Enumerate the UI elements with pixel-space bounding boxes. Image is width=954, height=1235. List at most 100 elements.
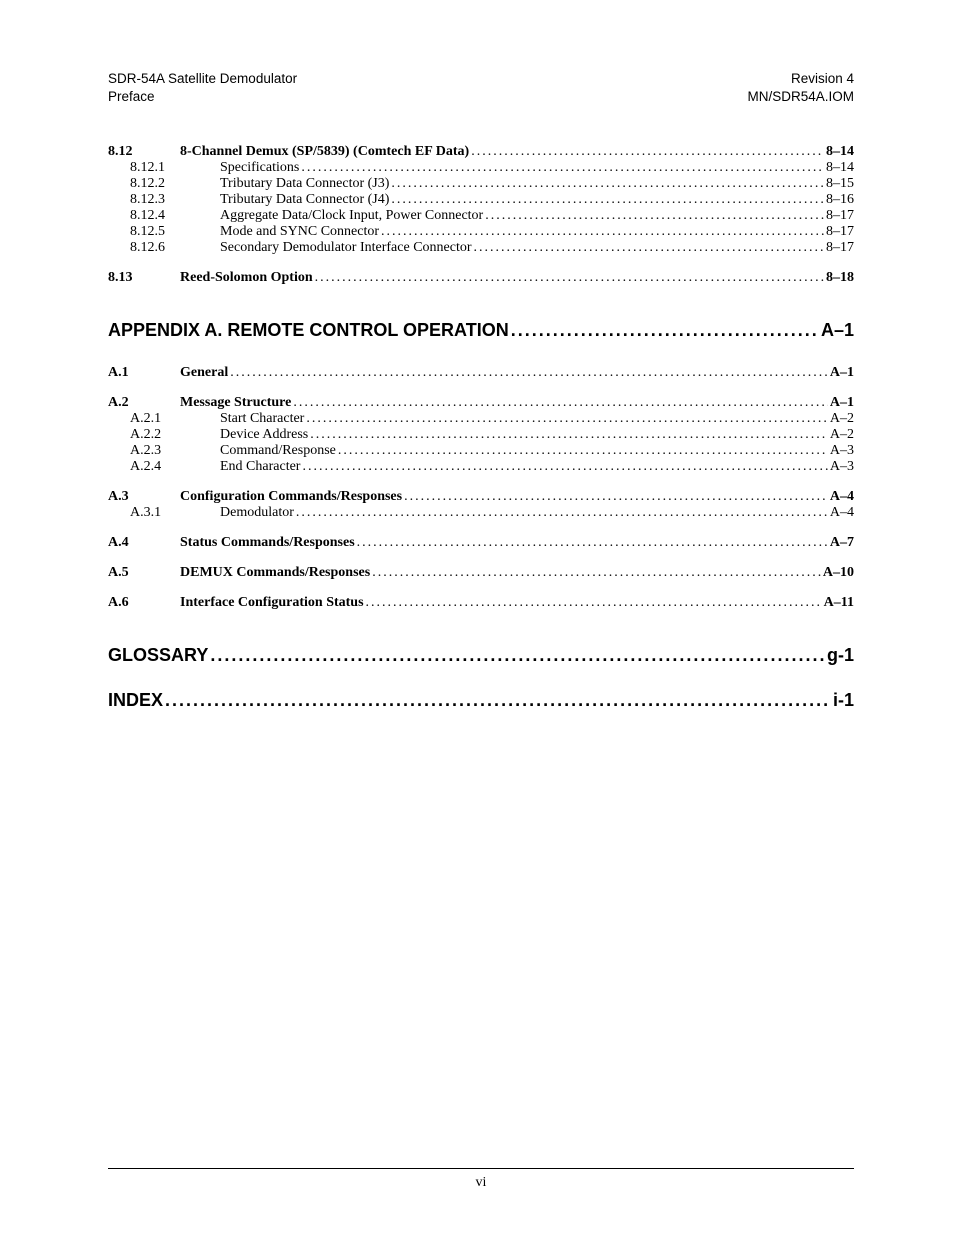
- toc-spacer: [108, 551, 854, 565]
- toc-entry-number: 8.12.4: [108, 208, 220, 224]
- toc-entry-page: A–4: [828, 489, 854, 505]
- toc-leader-dots: [485, 208, 824, 224]
- toc-entry-title: Command/Response: [220, 443, 338, 459]
- toc-entry-title: DEMUX Commands/Responses: [180, 565, 372, 581]
- toc-leader-dots: [391, 192, 824, 208]
- toc-leader-dots: [306, 411, 828, 427]
- toc-entry-page: 8–15: [824, 176, 854, 192]
- toc-entry-page: A–2: [828, 411, 854, 427]
- toc-entry-number: 8.12.2: [108, 176, 220, 192]
- toc-leader-dots: [296, 505, 828, 521]
- toc-entry-page: g-1: [825, 645, 854, 666]
- toc-entry-page: 8–18: [824, 270, 854, 286]
- toc-entry-title: Interface Configuration Status: [180, 595, 366, 611]
- toc-leader-dots: [210, 645, 825, 666]
- toc-entry-title: Mode and SYNC Connector: [220, 224, 381, 240]
- table-of-contents: 8.128-Channel Demux (SP/5839) (Comtech E…: [108, 144, 854, 711]
- toc-entry: GLOSSARY g-1: [108, 645, 854, 666]
- toc-entry-page: A–1: [828, 395, 854, 411]
- toc-entry-number: 8.12.5: [108, 224, 220, 240]
- toc-entry-title: Tributary Data Connector (J4): [220, 192, 391, 208]
- toc-entry-title: Specifications: [220, 160, 301, 176]
- toc-leader-dots: [474, 240, 824, 256]
- toc-leader-dots: [302, 459, 827, 475]
- toc-entry-number: A.2: [108, 395, 180, 411]
- toc-entry-page: A–7: [828, 535, 854, 551]
- toc-leader-dots: [366, 595, 822, 611]
- toc-entry-title: Tributary Data Connector (J3): [220, 176, 391, 192]
- footer-page-number: vi: [108, 1175, 854, 1191]
- header-right: Revision 4 MN/SDR54A.IOM: [747, 70, 854, 106]
- toc-leader-dots: [315, 270, 824, 286]
- toc-entry-title: INDEX: [108, 690, 165, 711]
- page-footer: vi: [108, 1168, 854, 1191]
- toc-entry-number: 8.12: [108, 144, 180, 160]
- toc-entry-number: A.6: [108, 595, 180, 611]
- toc-entry-number: 8.12.6: [108, 240, 220, 256]
- toc-entry-page: 8–14: [824, 144, 854, 160]
- toc-entry-page: A–11: [822, 595, 854, 611]
- toc-leader-dots: [511, 320, 819, 341]
- toc-entry: APPENDIX A. REMOTE CONTROL OPERATION A–1: [108, 320, 854, 341]
- toc-entry: A.1GeneralA–1: [108, 365, 854, 381]
- toc-leader-dots: [338, 443, 828, 459]
- toc-entry-number: A.4: [108, 535, 180, 551]
- toc-entry: A.3Configuration Commands/ResponsesA–4: [108, 489, 854, 505]
- toc-spacer: [108, 286, 854, 320]
- toc-entry-number: A.1: [108, 365, 180, 381]
- toc-entry: 8.128-Channel Demux (SP/5839) (Comtech E…: [108, 144, 854, 160]
- toc-entry-number: 8.12.1: [108, 160, 220, 176]
- toc-entry: A.6Interface Configuration Status A–11: [108, 595, 854, 611]
- document-page: SDR-54A Satellite Demodulator Preface Re…: [0, 0, 954, 1235]
- toc-entry: A.2.2Device Address A–2: [108, 427, 854, 443]
- toc-entry-title: Device Address: [220, 427, 310, 443]
- toc-leader-dots: [165, 690, 831, 711]
- toc-leader-dots: [293, 395, 828, 411]
- toc-entry-page: A–1: [819, 320, 854, 341]
- toc-leader-dots: [471, 144, 824, 160]
- toc-leader-dots: [391, 176, 824, 192]
- toc-entry-number: 8.12.3: [108, 192, 220, 208]
- toc-entry-page: A–3: [828, 443, 854, 459]
- header-doc-title: SDR-54A Satellite Demodulator: [108, 70, 297, 88]
- toc-entry-number: A.2.1: [108, 411, 220, 427]
- toc-entry: 8.12.5Mode and SYNC Connector8–17: [108, 224, 854, 240]
- toc-entry: A.3.1Demodulator A–4: [108, 505, 854, 521]
- toc-entry-title: Demodulator: [220, 505, 296, 521]
- toc-entry-title: Configuration Commands/Responses: [180, 489, 404, 505]
- toc-entry-title: GLOSSARY: [108, 645, 210, 666]
- toc-entry-title: APPENDIX A. REMOTE CONTROL OPERATION: [108, 320, 511, 341]
- toc-entry-number: A.2.2: [108, 427, 220, 443]
- toc-entry-page: 8–17: [824, 208, 854, 224]
- toc-entry: 8.12.4Aggregate Data/Clock Input, Power …: [108, 208, 854, 224]
- toc-entry: 8.12.6Secondary Demodulator Interface Co…: [108, 240, 854, 256]
- toc-entry-page: A–4: [828, 505, 854, 521]
- toc-spacer: [108, 341, 854, 365]
- toc-entry: A.4Status Commands/ResponsesA–7: [108, 535, 854, 551]
- toc-spacer: [108, 256, 854, 270]
- toc-entry-page: 8–17: [824, 240, 854, 256]
- toc-entry-title: 8-Channel Demux (SP/5839) (Comtech EF Da…: [180, 144, 471, 160]
- toc-entry-number: A.2.4: [108, 459, 220, 475]
- toc-entry: INDEXi-1: [108, 690, 854, 711]
- toc-spacer: [108, 666, 854, 690]
- toc-entry-number: A.2.3: [108, 443, 220, 459]
- toc-entry: A.5DEMUX Commands/ResponsesA–10: [108, 565, 854, 581]
- toc-entry-page: A–10: [821, 565, 854, 581]
- toc-entry-page: A–2: [828, 427, 854, 443]
- toc-spacer: [108, 521, 854, 535]
- toc-leader-dots: [230, 365, 828, 381]
- toc-leader-dots: [301, 160, 824, 176]
- toc-leader-dots: [404, 489, 828, 505]
- toc-entry-title: Secondary Demodulator Interface Connecto…: [220, 240, 474, 256]
- toc-entry-number: A.3.1: [108, 505, 220, 521]
- toc-entry: 8.12.2Tributary Data Connector (J3) 8–15: [108, 176, 854, 192]
- toc-leader-dots: [381, 224, 824, 240]
- toc-entry: A.2.1Start CharacterA–2: [108, 411, 854, 427]
- page-header: SDR-54A Satellite Demodulator Preface Re…: [108, 70, 854, 106]
- toc-leader-dots: [372, 565, 821, 581]
- toc-entry-title: Message Structure: [180, 395, 293, 411]
- header-revision: Revision 4: [747, 70, 854, 88]
- toc-entry-page: 8–16: [824, 192, 854, 208]
- toc-entry-title: End Character: [220, 459, 302, 475]
